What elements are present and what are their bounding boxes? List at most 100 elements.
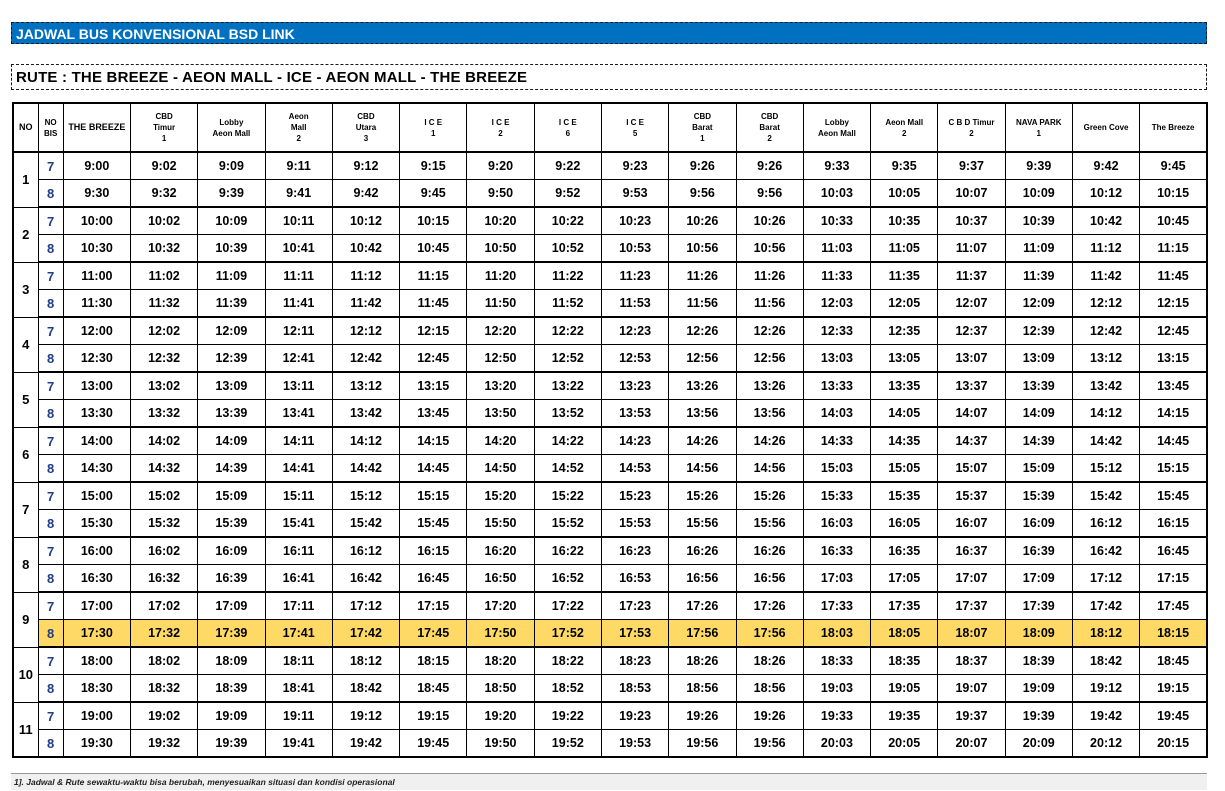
trip-number: 8: [12, 536, 39, 593]
header-stop: CBD Utara 3: [331, 102, 401, 153]
departure-time: 13:26: [735, 371, 804, 400]
departure-time: 18:00: [62, 646, 131, 675]
departure-time: 17:11: [264, 591, 333, 620]
departure-time: 11:02: [129, 261, 199, 290]
bus-number: 7: [37, 206, 64, 235]
trip-number: 5: [12, 371, 39, 428]
departure-time: 16:50: [466, 564, 535, 593]
departure-time: 19:12: [1071, 674, 1141, 703]
departure-time: 19:45: [399, 729, 468, 758]
departure-time: 11:15: [1139, 234, 1208, 263]
departure-time: 15:39: [197, 509, 266, 538]
header-stop-line: CBD: [760, 112, 779, 121]
departure-time: 15:35: [870, 481, 939, 510]
departure-time: 11:42: [1071, 261, 1141, 290]
departure-time: 11:09: [197, 261, 266, 290]
departure-time: 11:53: [600, 289, 670, 318]
header-stop-line: 1: [161, 134, 167, 143]
departure-time: 19:23: [600, 701, 670, 730]
departure-time: 10:45: [1139, 206, 1208, 235]
header-stop-line: 1: [1036, 128, 1041, 138]
bus-number: 8: [37, 289, 64, 318]
departure-time: 13:42: [1071, 371, 1141, 400]
header-stop: The Breeze: [1139, 102, 1208, 153]
departure-time: 15:12: [331, 481, 401, 510]
departure-time: 12:52: [533, 344, 602, 373]
departure-time: 13:26: [668, 371, 737, 400]
departure-time: 14:05: [870, 399, 939, 428]
departure-time: 18:09: [1004, 619, 1073, 648]
schedule-row: 9 7 17:00 17:02 17:09 17:11 17:12 17:15 17:20 17:…: [12, 591, 1208, 648]
departure-time: 10:35: [870, 206, 939, 235]
header-stop: Green Cove: [1071, 102, 1141, 153]
departure-time: 19:39: [1004, 701, 1073, 730]
header-stop: C B D Timur 2: [937, 102, 1006, 153]
departure-time: 11:12: [1071, 234, 1141, 263]
departure-time: 17:09: [197, 591, 266, 620]
departure-time: 17:00: [62, 591, 131, 620]
trip-number: 6: [12, 426, 39, 483]
departure-time: 14:33: [802, 426, 872, 455]
departure-time: 17:42: [331, 619, 401, 648]
header-stop-line: Lobby: [824, 117, 849, 127]
departure-time: 9:56: [735, 179, 804, 208]
departure-time: 19:26: [668, 701, 737, 730]
departure-time: 10:45: [399, 234, 468, 263]
departure-time: 9:39: [1004, 151, 1073, 180]
schedule-row: 8 17:30 17:32 17:39 17:41 17:42 17:45 17:50 17:5…: [13, 619, 1208, 648]
departure-time: 19:45: [1139, 701, 1208, 730]
departure-time: 19:09: [1004, 674, 1073, 703]
departure-time: 16:45: [399, 564, 468, 593]
departure-time: 14:45: [399, 454, 468, 483]
departure-time: 11:00: [62, 261, 131, 290]
departure-time: 19:52: [533, 729, 602, 758]
trip-number: 7: [12, 481, 39, 538]
departure-time: 17:32: [129, 619, 199, 648]
departure-time: 9:20: [466, 151, 535, 180]
departure-time: 14:09: [1004, 399, 1073, 428]
departure-time: 9:53: [600, 179, 670, 208]
departure-time: 17:22: [533, 591, 602, 620]
header-bus-no-line: NO: [44, 117, 57, 127]
departure-time: 15:56: [735, 509, 804, 538]
departure-time: 10:23: [600, 206, 670, 235]
departure-time: 15:42: [331, 509, 401, 538]
departure-time: 12:53: [600, 344, 670, 373]
departure-time: 9:12: [331, 151, 401, 180]
departure-time: 10:15: [399, 206, 468, 235]
departure-time: 19:30: [62, 729, 131, 758]
departure-time: 15:07: [937, 454, 1006, 483]
departure-time: 10:22: [533, 206, 602, 235]
bus-number: 7: [37, 701, 64, 730]
departure-time: 15:15: [1139, 454, 1208, 483]
departure-time: 14:42: [331, 454, 401, 483]
departure-time: 18:35: [870, 646, 939, 675]
departure-time: 18:09: [197, 646, 266, 675]
departure-time: 12:33: [802, 316, 872, 345]
departure-time: 19:11: [264, 701, 333, 730]
departure-time: 10:12: [331, 206, 401, 235]
departure-time: 12:11: [264, 316, 333, 345]
departure-time: 13:41: [264, 399, 333, 428]
departure-time: 9:39: [197, 179, 266, 208]
bus-number: 7: [37, 151, 64, 180]
departure-time: 17:07: [937, 564, 1006, 593]
departure-time: 17:26: [735, 591, 804, 620]
departure-time: 16:05: [870, 509, 939, 538]
departure-time: 9:32: [129, 179, 199, 208]
departure-time: 10:05: [870, 179, 939, 208]
departure-time: 10:20: [466, 206, 535, 235]
departure-time: 19:42: [331, 729, 401, 758]
departure-time: 16:30: [62, 564, 131, 593]
header-stop-line: THE BREEZE: [68, 122, 126, 132]
departure-time: 13:50: [466, 399, 535, 428]
departure-time: 12:45: [399, 344, 468, 373]
header-stop-line: The Breeze: [1151, 123, 1195, 132]
departure-time: 10:26: [735, 206, 804, 235]
departure-time: 11:03: [802, 234, 872, 263]
departure-time: 17:35: [870, 591, 939, 620]
departure-time: 17:39: [197, 619, 266, 648]
departure-time: 17:26: [668, 591, 737, 620]
